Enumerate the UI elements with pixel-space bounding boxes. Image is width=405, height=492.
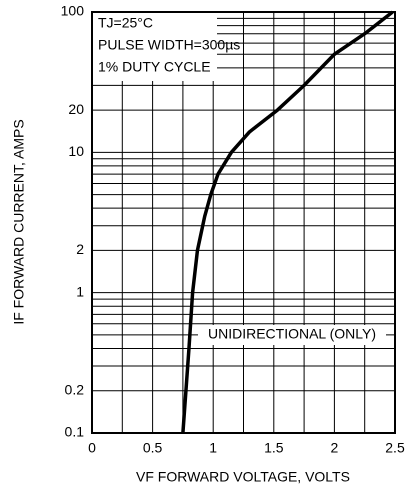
x-tick-label: 0 — [88, 440, 96, 456]
curve — [181, 10, 394, 434]
annotation-box — [198, 325, 386, 345]
y-tick-label: 20 — [68, 101, 84, 117]
y-tick-label: 1 — [76, 283, 84, 299]
annotation: TJ=25°C — [98, 15, 153, 31]
x-tick-label: 2 — [331, 440, 339, 456]
y-axis-label: IF FORWARD CURRENT, AMPS — [11, 119, 27, 324]
annotation-box — [93, 13, 217, 81]
x-tick-label: 1.5 — [264, 440, 284, 456]
x-tick-label: 2.5 — [385, 440, 405, 456]
y-tick-label: 10 — [68, 143, 84, 159]
x-tick-label: 1 — [209, 440, 217, 456]
plot-frame — [91, 11, 396, 434]
y-tick-label: 100 — [61, 3, 85, 19]
annotation: PULSE WIDTH=300µs — [98, 37, 240, 53]
y-tick-label: 0.1 — [65, 424, 85, 440]
annotation: UNIDIRECTIONAL (ONLY) — [208, 326, 376, 342]
y-tick-label: 0.2 — [65, 381, 85, 397]
annotation: 1% DUTY CYCLE — [98, 59, 211, 75]
x-axis-label: VF FORWARD VOLTAGE, VOLTS — [136, 469, 350, 485]
x-tick-label: 0.5 — [143, 440, 163, 456]
y-tick-label: 2 — [76, 241, 84, 257]
